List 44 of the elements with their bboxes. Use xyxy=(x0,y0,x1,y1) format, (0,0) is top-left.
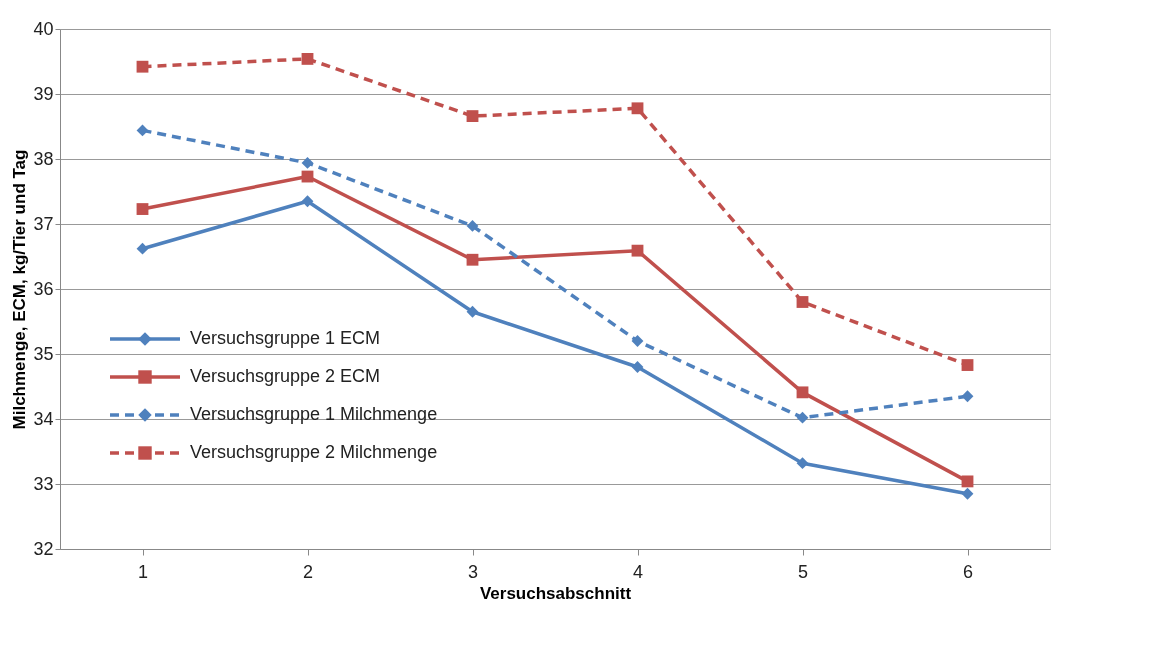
x-tick-label: 2 xyxy=(302,561,314,582)
x-axis-title: Versuchsabschnitt xyxy=(479,583,632,603)
point xyxy=(631,102,644,115)
x-tick-label: 3 xyxy=(467,561,479,582)
y-tick-label: 35 xyxy=(33,343,54,364)
point xyxy=(301,195,314,208)
point xyxy=(796,296,809,308)
point xyxy=(466,305,479,318)
point xyxy=(631,244,644,257)
x-tick-label: 4 xyxy=(632,561,644,582)
point xyxy=(796,386,809,399)
point xyxy=(136,242,149,255)
legend-label: Versuchsgruppe 2 Milchmenge xyxy=(190,442,438,462)
y-tick-label: 38 xyxy=(33,148,54,169)
point xyxy=(961,359,974,371)
point xyxy=(136,60,149,73)
point xyxy=(961,390,974,403)
point xyxy=(466,220,479,232)
y-tick-label: 39 xyxy=(33,83,54,104)
y-tick-label: 32 xyxy=(33,538,54,559)
x-tick-label: 6 xyxy=(962,561,974,582)
legend-label: Versuchsgruppe 2 ECM xyxy=(190,366,381,386)
legend-label: Versuchsgruppe 1 ECM xyxy=(190,328,381,348)
point xyxy=(796,411,809,424)
point xyxy=(631,361,644,373)
y-tick-label: 33 xyxy=(33,473,54,494)
point xyxy=(961,475,974,488)
y-tick-label: 34 xyxy=(33,408,54,429)
point xyxy=(301,156,314,169)
point xyxy=(136,124,149,137)
y-axis-title: Milchmenge, ECM, kg/Tier und Tag xyxy=(10,149,30,430)
point xyxy=(466,110,479,123)
point xyxy=(631,335,644,347)
point xyxy=(301,52,314,65)
y-tick-label: 40 xyxy=(33,18,54,39)
legend-label: Versuchsgruppe 1 Milchmenge xyxy=(190,404,438,424)
y-tick-label: 37 xyxy=(33,213,54,234)
point xyxy=(961,487,974,500)
x-tick-label: 5 xyxy=(797,561,809,582)
point xyxy=(796,457,809,470)
point xyxy=(136,203,149,215)
point xyxy=(466,253,479,266)
y-tick-label: 36 xyxy=(33,278,54,299)
x-tick-label: 1 xyxy=(137,561,149,582)
